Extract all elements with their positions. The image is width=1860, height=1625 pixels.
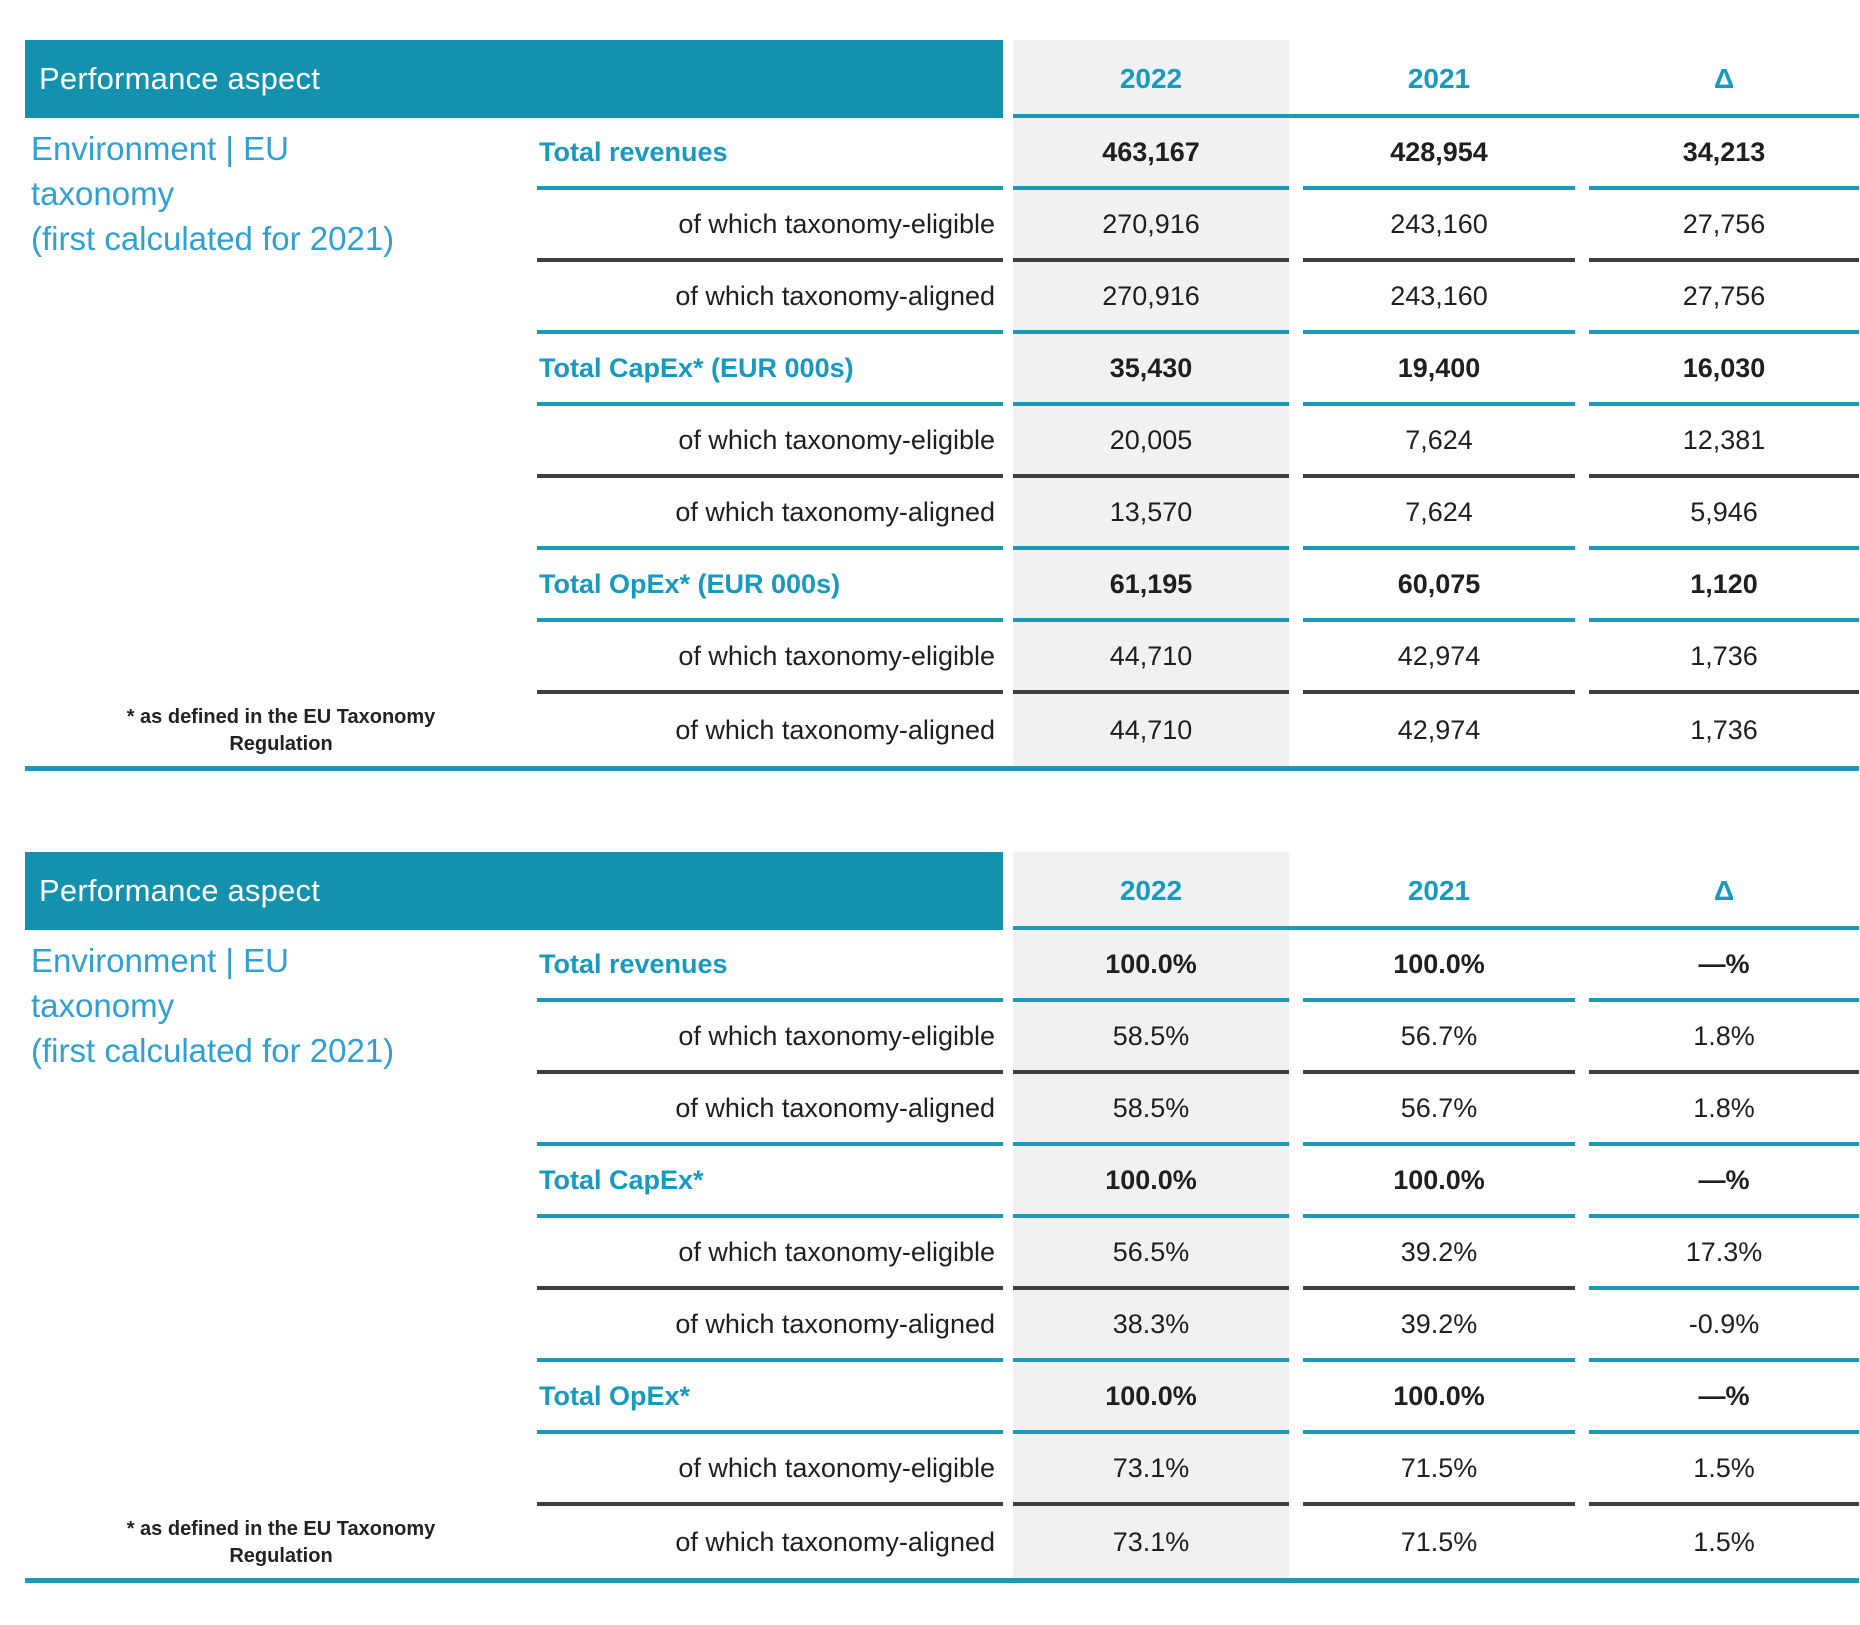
row-label-total-opex: Total OpEx* — [537, 1362, 1003, 1434]
row-label-taxonomy-eligible: of which taxonomy-eligible — [537, 622, 1003, 694]
performance-aspect-header: Performance aspect — [25, 40, 1003, 118]
column-header-2021: 2021 — [1407, 63, 1471, 94]
value-2022: 73.1% — [1112, 1526, 1190, 1557]
value-2021: 428,954 — [1303, 118, 1575, 190]
column-header-2022: 2022 — [1119, 875, 1183, 906]
performance-aspect-header: Performance aspect — [25, 852, 1003, 930]
value-2021: 100.0% — [1303, 930, 1575, 1002]
row-label-taxonomy-aligned: of which taxonomy-aligned — [675, 714, 995, 745]
value-2022: 38.3% — [1013, 1290, 1289, 1362]
value-delta: 17.3% — [1589, 1218, 1859, 1290]
row-label-taxonomy-eligible: of which taxonomy-eligible — [537, 1218, 1003, 1290]
row-label-taxonomy-aligned: of which taxonomy-aligned — [537, 1074, 1003, 1146]
row-label-total-opex: Total OpEx* (EUR 000s) — [537, 550, 1003, 622]
row-label-taxonomy-aligned: of which taxonomy-aligned — [675, 1526, 995, 1557]
value-delta: 34,213 — [1589, 118, 1859, 190]
value-delta: 1,120 — [1589, 550, 1859, 622]
value-delta: —% — [1589, 1362, 1859, 1434]
eu-taxonomy-table-absolute: Performance aspect 2022 2021 Δ Environme… — [25, 40, 1859, 771]
value-2021: 243,160 — [1303, 190, 1575, 262]
value-2021: 7,624 — [1303, 406, 1575, 478]
value-2021: 100.0% — [1303, 1362, 1575, 1434]
value-2021: 100.0% — [1303, 1146, 1575, 1218]
footnote-eu-taxonomy-regulation: * as defined in the EU Taxonomy Regulati… — [126, 1518, 436, 1567]
value-delta: 1.5% — [1693, 1526, 1755, 1557]
value-delta: 27,756 — [1589, 262, 1859, 334]
value-delta: 16,030 — [1589, 334, 1859, 406]
value-2022: 58.5% — [1013, 1074, 1289, 1146]
row-label-taxonomy-aligned: of which taxonomy-aligned — [537, 262, 1003, 334]
value-2021: 60,075 — [1303, 550, 1575, 622]
row-label-taxonomy-eligible: of which taxonomy-eligible — [537, 406, 1003, 478]
value-2022: 56.5% — [1013, 1218, 1289, 1290]
value-2022: 58.5% — [1013, 1002, 1289, 1074]
column-header-2021: 2021 — [1407, 875, 1471, 906]
row-label-taxonomy-eligible: of which taxonomy-eligible — [537, 1434, 1003, 1506]
value-delta: 12,381 — [1589, 406, 1859, 478]
value-2022: 13,570 — [1013, 478, 1289, 550]
value-2021: 39.2% — [1303, 1290, 1575, 1362]
performance-aspect-subject: Environment | EU taxonomy (first calcula… — [31, 942, 395, 1069]
value-2021: 39.2% — [1303, 1218, 1575, 1290]
value-delta: —% — [1589, 930, 1859, 1002]
value-2022: 44,710 — [1109, 714, 1193, 745]
row-label-taxonomy-eligible: of which taxonomy-eligible — [537, 1002, 1003, 1074]
value-2021: 56.7% — [1303, 1074, 1575, 1146]
row-label-total-revenues: Total revenues — [537, 930, 1003, 1002]
value-delta: 1.8% — [1589, 1074, 1859, 1146]
value-2021: 56.7% — [1303, 1002, 1575, 1074]
value-2022: 100.0% — [1013, 1146, 1289, 1218]
value-delta: 1,736 — [1690, 714, 1758, 745]
value-2022: 20,005 — [1013, 406, 1289, 478]
value-delta: 1.8% — [1589, 1002, 1859, 1074]
value-2022: 270,916 — [1013, 190, 1289, 262]
value-2022: 463,167 — [1013, 118, 1289, 190]
performance-aspect-label: Performance aspect — [39, 61, 321, 96]
row-label-taxonomy-aligned: of which taxonomy-aligned — [537, 478, 1003, 550]
row-label-total-revenues: Total revenues — [537, 118, 1003, 190]
value-delta: 1,736 — [1589, 622, 1859, 694]
row-label-taxonomy-eligible: of which taxonomy-eligible — [537, 190, 1003, 262]
value-delta: 27,756 — [1589, 190, 1859, 262]
value-2022: 73.1% — [1013, 1434, 1289, 1506]
row-label-total-capex: Total CapEx* — [537, 1146, 1003, 1218]
header-rule — [1013, 852, 1859, 930]
value-delta: 5,946 — [1589, 478, 1859, 550]
delta-column-header: Δ — [1713, 63, 1735, 94]
header-rule — [1013, 40, 1859, 118]
row-label-total-capex: Total CapEx* (EUR 000s) — [537, 334, 1003, 406]
value-2022: 270,916 — [1013, 262, 1289, 334]
value-2022: 100.0% — [1013, 1362, 1289, 1434]
value-2021: 7,624 — [1303, 478, 1575, 550]
value-2022: 61,195 — [1013, 550, 1289, 622]
value-2022: 44,710 — [1013, 622, 1289, 694]
value-2022: 35,430 — [1013, 334, 1289, 406]
value-2021: 19,400 — [1303, 334, 1575, 406]
row-label-taxonomy-aligned: of which taxonomy-aligned — [537, 1290, 1003, 1362]
value-2022: 100.0% — [1013, 930, 1289, 1002]
delta-column-header: Δ — [1713, 875, 1735, 906]
value-2021: 71.5% — [1303, 1434, 1575, 1506]
column-header-2022: 2022 — [1119, 63, 1183, 94]
value-2021: 71.5% — [1400, 1526, 1478, 1557]
performance-aspect-subject: Environment | EU taxonomy (first calcula… — [31, 130, 395, 257]
eu-taxonomy-table-percent: Performance aspect 2022 2021 Δ Environme… — [25, 852, 1859, 1583]
value-delta: 1.5% — [1589, 1434, 1859, 1506]
value-2021: 243,160 — [1303, 262, 1575, 334]
value-2021: 42,974 — [1303, 622, 1575, 694]
value-delta: -0.9% — [1589, 1290, 1859, 1362]
value-2021: 42,974 — [1397, 714, 1481, 745]
footnote-eu-taxonomy-regulation: * as defined in the EU Taxonomy Regulati… — [126, 706, 436, 755]
performance-aspect-label: Performance aspect — [39, 873, 321, 908]
value-delta: —% — [1589, 1146, 1859, 1218]
